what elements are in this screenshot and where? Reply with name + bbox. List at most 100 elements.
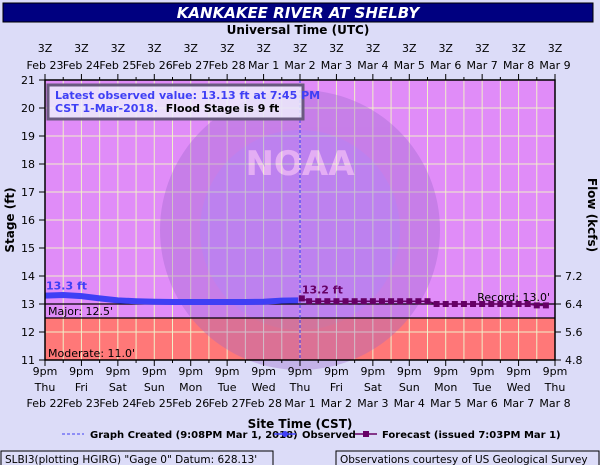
cst-day-label: Thu xyxy=(289,381,311,394)
forecast-point xyxy=(433,301,440,307)
utc-hour-label: 3Z xyxy=(475,42,490,55)
cst-hour-label: 9pm xyxy=(142,365,167,378)
cst-hour-label: 9pm xyxy=(215,365,240,378)
utc-hour-label: 3Z xyxy=(329,42,344,55)
cst-date-label: Feb 26 xyxy=(172,397,209,410)
cst-hour-label: 9pm xyxy=(433,365,458,378)
y-axis-title: Stage (ft) xyxy=(3,187,17,252)
forecast-point xyxy=(533,302,540,309)
forecast-point xyxy=(470,301,477,307)
forecast-point xyxy=(488,301,495,307)
forecast-point xyxy=(360,298,367,305)
forecast-point xyxy=(415,298,422,305)
cst-date-label: Mar 7 xyxy=(503,397,534,410)
utc-date-label: Feb 27 xyxy=(172,59,209,72)
forecast-point xyxy=(424,298,431,305)
latest-value-line1: Latest observed value: 13.13 ft at 7:45 … xyxy=(55,89,320,102)
y-tick-label: 16 xyxy=(21,214,35,227)
chart-title: KANKAKEE RIVER AT SHELBY xyxy=(177,4,422,22)
y-tick-label: 21 xyxy=(21,74,35,87)
cst-hour-label: 9pm xyxy=(397,365,422,378)
utc-date-label: Mar 4 xyxy=(357,59,388,72)
utc-date-label: Mar 9 xyxy=(539,59,570,72)
cst-day-label: Sat xyxy=(109,381,128,394)
utc-date-label: Mar 6 xyxy=(430,59,461,72)
cst-date-label: Feb 24 xyxy=(99,397,136,410)
utc-date-label: Feb 26 xyxy=(136,59,173,72)
utc-hour-label: 3Z xyxy=(256,42,271,55)
forecast-point xyxy=(479,301,486,307)
utc-hour-label: 3Z xyxy=(511,42,526,55)
y-tick-label: 14 xyxy=(21,270,35,283)
forecast-point xyxy=(351,298,358,305)
forecast-legend-marker xyxy=(363,431,369,437)
utc-hour-label: 3Z xyxy=(111,42,126,55)
cst-day-label: Fri xyxy=(75,381,88,394)
cst-date-label: Feb 28 xyxy=(245,397,282,410)
y2-tick-label: 7.2 xyxy=(565,270,583,283)
forecast-point xyxy=(506,301,513,307)
cst-date-label: Mar 8 xyxy=(539,397,570,410)
forecast-point xyxy=(369,298,376,305)
cst-date-label: Feb 22 xyxy=(27,397,64,410)
cst-hour-label: 9pm xyxy=(288,365,313,378)
legend-graph-created: Graph Created (9:08PM Mar 1, 2018) xyxy=(90,430,298,441)
latest-value-box: Latest observed value: 13.13 ft at 7:45 … xyxy=(46,83,320,121)
forecast-point xyxy=(497,301,504,307)
cst-day-label: Fri xyxy=(330,381,343,394)
cst-day-label: Wed xyxy=(507,381,531,394)
y-tick-label: 11 xyxy=(21,354,35,367)
cst-hour-label: 9pm xyxy=(361,365,386,378)
cst-day-label: Thu xyxy=(544,381,566,394)
y2-tick-label: 4.8 xyxy=(565,354,583,367)
footer-datum: SLBI3(plotting HGIRG) "Gage 0" Datum: 62… xyxy=(5,454,257,465)
cst-hour-label: 9pm xyxy=(324,365,349,378)
forecast-point xyxy=(451,301,458,307)
cst-hour-label: 9pm xyxy=(69,365,94,378)
utc-hour-label: 3Z xyxy=(293,42,308,55)
cst-day-label: Thu xyxy=(34,381,56,394)
cst-day-label: Sun xyxy=(144,381,165,394)
cst-day-label: Tue xyxy=(217,381,237,394)
latest-value-line2: CST 1-Mar-2018. xyxy=(55,102,158,115)
forecast-point xyxy=(397,298,404,305)
observed-series-line xyxy=(44,292,299,306)
utc-hour-label: 3Z xyxy=(74,42,89,55)
x-axis-title: Site Time (CST) xyxy=(248,417,353,431)
cst-date-label: Feb 25 xyxy=(136,397,173,410)
utc-date-label: Mar 7 xyxy=(467,59,498,72)
utc-date-label: Mar 1 xyxy=(248,59,279,72)
forecast-point xyxy=(306,298,313,305)
utc-date-label: Mar 8 xyxy=(503,59,534,72)
cst-hour-label: 9pm xyxy=(470,365,495,378)
utc-hour-label: 3Z xyxy=(147,42,162,55)
y-tick-label: 12 xyxy=(21,326,35,339)
forecast-point xyxy=(406,298,413,305)
observed-legend-marker xyxy=(282,431,288,437)
y-tick-label: 15 xyxy=(21,242,35,255)
y2-tick-label: 5.6 xyxy=(565,326,583,339)
forecast-point xyxy=(442,301,449,307)
cst-date-label: Mar 4 xyxy=(394,397,425,410)
y-tick-label: 19 xyxy=(21,130,35,143)
title-bar xyxy=(2,2,594,23)
observed-peak-label: 13.3 ft xyxy=(46,280,87,293)
cst-date-label: Feb 23 xyxy=(63,397,100,410)
forecast-point xyxy=(324,298,331,305)
footer-credit: Observations courtesy of US Geological S… xyxy=(340,454,588,465)
forecast-point xyxy=(388,298,395,305)
forecast-point xyxy=(542,302,549,309)
utc-date-label: Mar 2 xyxy=(284,59,315,72)
cst-day-label: Mon xyxy=(434,381,457,394)
utc-hour-label: 3Z xyxy=(366,42,381,55)
cst-date-label: Mar 3 xyxy=(357,397,388,410)
cst-day-label: Wed xyxy=(252,381,276,394)
svg-text:CST 1-Mar-2018. Flood St: CST 1-Mar-2018. Flood Stage is 9 ft xyxy=(55,102,279,115)
forecast-point xyxy=(298,295,305,302)
cst-hour-label: 9pm xyxy=(251,365,276,378)
cst-date-label: Mar 1 xyxy=(284,397,315,410)
utc-date-label: Feb 28 xyxy=(209,59,246,72)
utc-hour-label: 3Z xyxy=(183,42,198,55)
cst-day-label: Tue xyxy=(472,381,492,394)
